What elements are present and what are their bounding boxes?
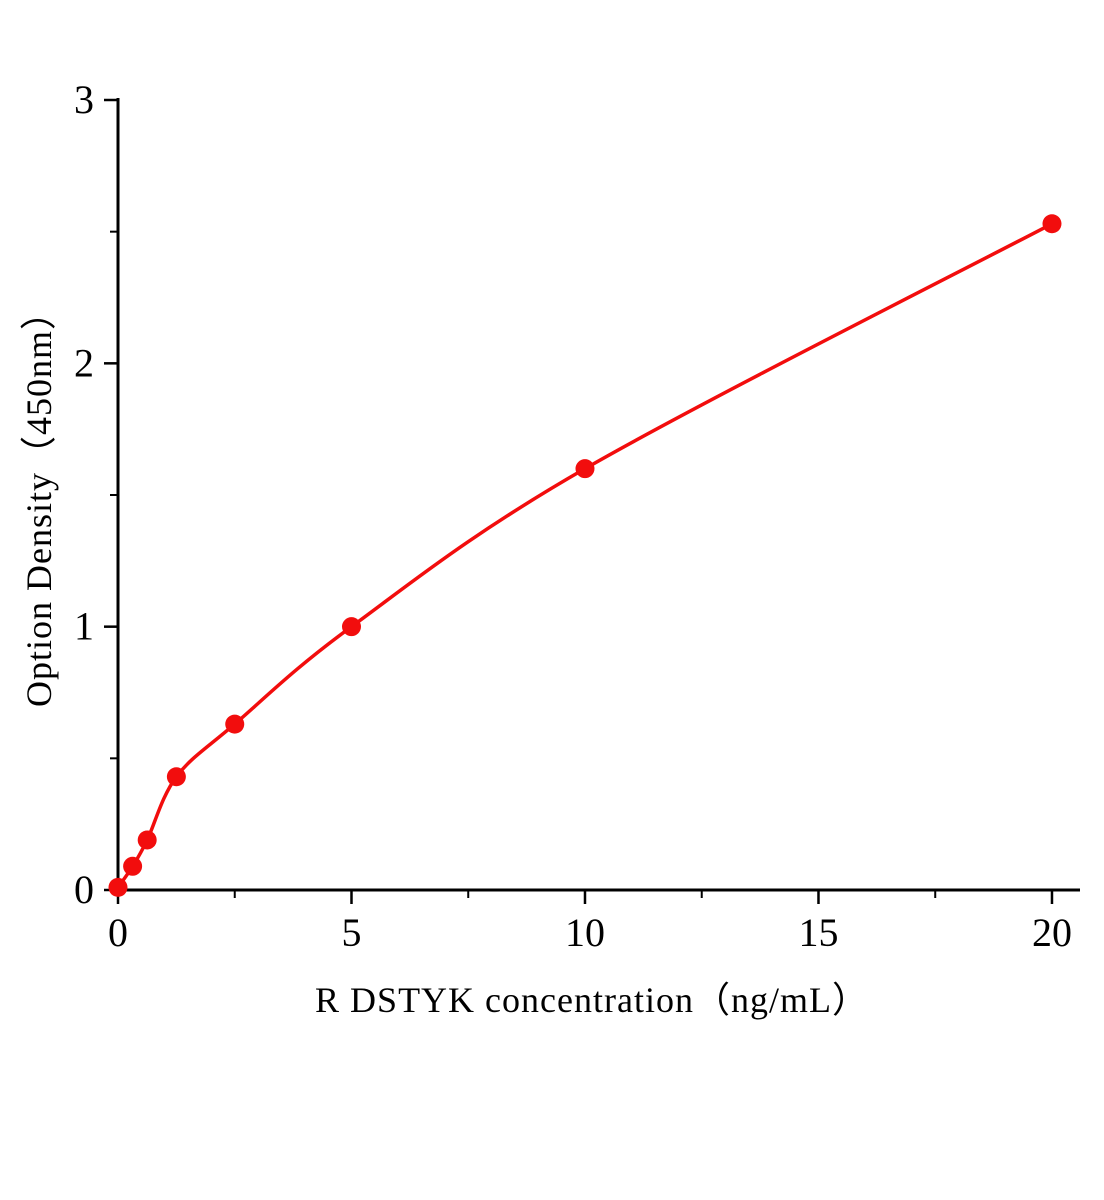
data-point [137, 830, 157, 850]
y-tick-label: 0 [74, 867, 94, 912]
data-point [225, 714, 245, 734]
x-tick-label: 10 [565, 910, 605, 955]
data-point [1042, 214, 1062, 234]
y-tick-label: 3 [74, 77, 94, 122]
x-tick-label: 20 [1032, 910, 1072, 955]
data-point [341, 617, 361, 637]
data-point [575, 459, 595, 479]
x-tick-label: 15 [798, 910, 838, 955]
y-axis-title: Option Density（450nm） [19, 293, 59, 707]
data-point [123, 856, 143, 876]
x-tick-label: 0 [108, 910, 128, 955]
fit-curve [116, 222, 1054, 890]
x-axis-title: R DSTYK concentration（ng/mL） [315, 980, 869, 1020]
y-tick-label: 1 [74, 604, 94, 649]
y-tick-label: 2 [74, 340, 94, 385]
data-point [166, 767, 186, 787]
data-point [108, 877, 128, 897]
x-tick-label: 5 [341, 910, 361, 955]
